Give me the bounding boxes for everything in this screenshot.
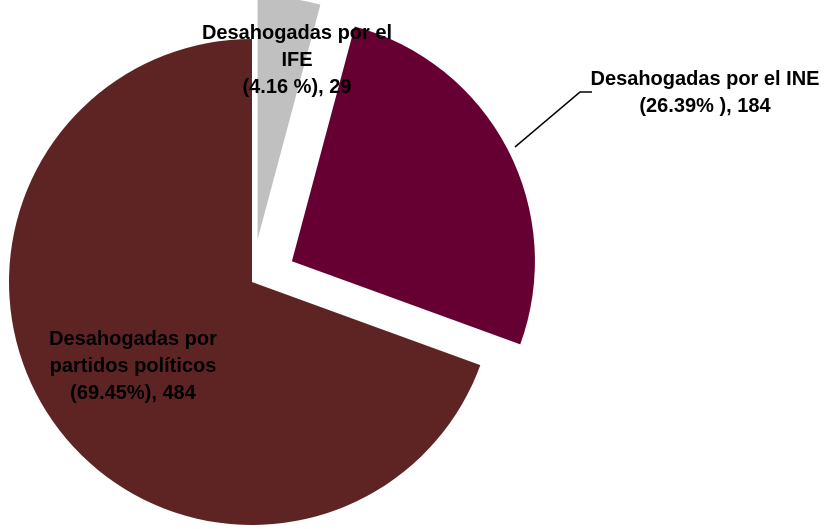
leader-line: [514, 91, 592, 148]
category-label: Desahogadas por partidos políticos: [49, 328, 217, 377]
pie-slice: [257, 0, 321, 240]
category-label: Desahogadas por el IFE: [201, 22, 393, 71]
value-label: (4.16 %), 29: [242, 76, 352, 98]
slice-label: Desahogadas por el IFE (4.16 %), 29: [197, 20, 397, 101]
slice-label: Desahogadas por el INE (26.39% ), 184: [590, 66, 820, 120]
value-label: (69.45%), 484: [70, 382, 196, 404]
slice-label: Desahogadas por partidos políticos (69.4…: [18, 326, 248, 407]
pie-slice: [9, 39, 481, 525]
pie-slice: [291, 26, 535, 345]
value-label: (26.39% ), 184: [639, 95, 771, 117]
category-label: Desahogadas por el INE: [590, 68, 820, 90]
